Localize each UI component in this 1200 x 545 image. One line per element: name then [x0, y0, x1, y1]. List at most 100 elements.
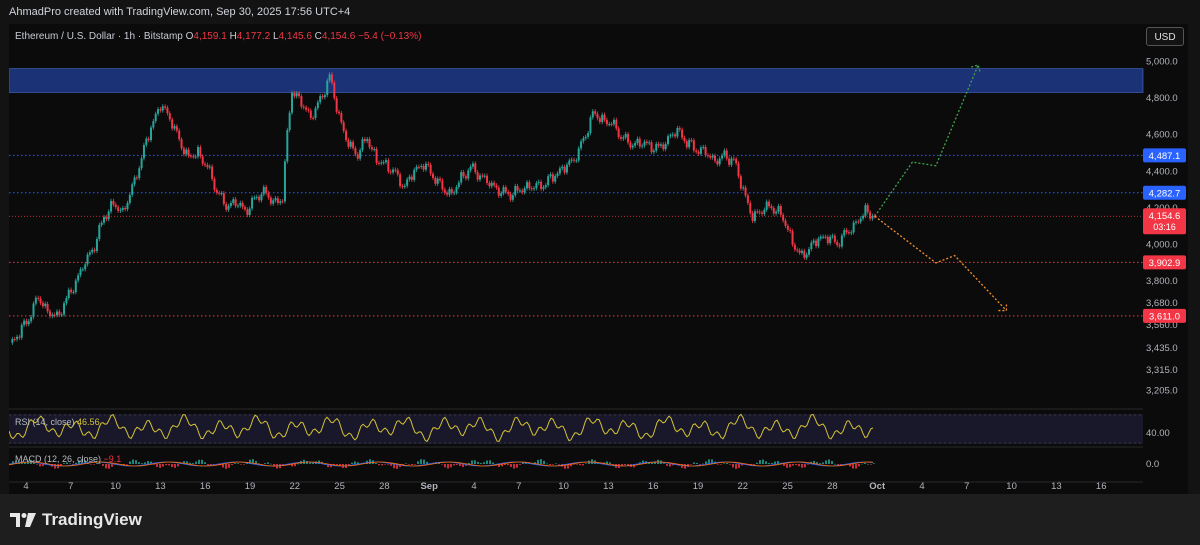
macd-histogram-bar: [225, 464, 227, 469]
bullish-projection: [874, 64, 979, 217]
candle-body: [305, 107, 308, 110]
candle-body: [81, 269, 84, 271]
candle-body: [185, 149, 188, 155]
candle-body: [406, 179, 409, 186]
candle-body: [394, 169, 397, 171]
candle-body: [197, 147, 199, 157]
candle-body: [227, 205, 230, 210]
candle-body: [234, 199, 237, 207]
macd-histogram-bar: [264, 463, 266, 464]
macd-histogram-bar: [768, 462, 770, 464]
candle-body: [330, 74, 333, 83]
candle-body: [838, 245, 841, 247]
macd-histogram-bar: [654, 461, 656, 464]
symbol-legend: Ethereum / U.S. Dollar · 1h · Bitstamp O…: [15, 31, 421, 42]
candle-body: [199, 147, 202, 157]
candle-body: [103, 216, 105, 223]
macd-histogram-bar: [468, 462, 470, 464]
price-chart[interactable]: 5,000.04,800.04,600.04,400.04,200.04,000…: [9, 24, 1188, 494]
candle-body: [568, 160, 571, 165]
macd-histogram-bar: [192, 463, 194, 464]
candle-body: [281, 201, 284, 203]
candle-body: [721, 155, 724, 159]
macd-histogram-bar: [756, 462, 758, 464]
candle-body: [824, 236, 827, 238]
macd-histogram-bar: [444, 464, 446, 468]
macd-histogram-bar: [522, 462, 524, 464]
candle-body: [201, 156, 204, 164]
candle-body: [601, 114, 604, 122]
candle-body: [309, 110, 312, 118]
macd-histogram-bar: [129, 461, 131, 464]
macd-label: MACD (12, 26, close): [15, 454, 102, 464]
candle-body: [530, 188, 533, 190]
macd-histogram-bar: [309, 462, 311, 464]
macd-histogram-bar: [711, 459, 713, 464]
candle-body: [314, 108, 317, 119]
candle-body: [392, 169, 395, 173]
candle-body: [300, 96, 303, 107]
candle-body: [39, 298, 42, 303]
candle-body: [453, 192, 456, 194]
candle-body: [556, 173, 559, 176]
chart-panel[interactable]: 5,000.04,800.04,600.04,400.04,200.04,000…: [9, 24, 1188, 494]
macd-histogram-bar: [849, 464, 851, 467]
rsi-value: 46.56: [77, 417, 100, 427]
candle-body: [175, 126, 178, 131]
candle-body: [352, 141, 355, 149]
x-tick-label: 16: [648, 481, 659, 492]
candle-body: [145, 138, 148, 145]
macd-histogram-bar: [684, 464, 686, 469]
candle-body: [70, 289, 73, 293]
macd-histogram-bar: [336, 464, 338, 465]
candle-body: [728, 158, 731, 165]
candle-body: [60, 314, 63, 316]
macd-histogram-bar: [12, 461, 14, 464]
candle-body: [471, 163, 474, 167]
candle-body: [321, 96, 324, 98]
candle-body: [124, 207, 127, 210]
candle-body: [51, 314, 54, 317]
candle-body: [737, 163, 740, 177]
level-label: 4,487.1: [1149, 151, 1181, 162]
level-label: 4,282.7: [1149, 188, 1181, 199]
macd-histogram-bar: [483, 462, 485, 464]
currency-button[interactable]: USD: [1146, 27, 1184, 46]
candle-body: [16, 336, 19, 340]
macd-histogram-bar: [585, 463, 587, 465]
candle-body: [328, 74, 331, 81]
candle-body: [27, 321, 30, 325]
candle-body: [126, 202, 129, 210]
macd-histogram-bar: [819, 463, 821, 464]
close-key: C: [314, 31, 322, 42]
candle-body: [220, 193, 223, 195]
candle-body: [225, 204, 228, 210]
macd-histogram-bar: [306, 461, 308, 464]
candle-body: [739, 176, 742, 189]
candle-body: [424, 163, 427, 170]
candle-body: [770, 206, 773, 209]
macd-histogram-bar: [537, 459, 539, 464]
candle-body: [232, 199, 235, 204]
macd-histogram-bar: [108, 464, 110, 469]
macd-histogram-bar: [405, 463, 407, 465]
candle-body: [105, 216, 108, 220]
candle-body: [382, 162, 385, 164]
candle-body: [159, 109, 162, 111]
candle-body: [342, 122, 345, 131]
candle-body: [859, 218, 862, 222]
candle-body: [121, 207, 124, 210]
candle-body: [93, 249, 96, 251]
macd-histogram-bar: [177, 464, 179, 467]
level-label-box: [1143, 185, 1186, 200]
candle-body: [213, 178, 216, 190]
macd-histogram-bar: [60, 464, 62, 466]
macd-histogram-bar: [663, 463, 665, 464]
macd-histogram-bar: [690, 464, 692, 465]
macd-histogram-bar: [489, 460, 491, 464]
candle-body: [624, 134, 627, 138]
candle-body: [744, 187, 747, 196]
candle-body: [681, 129, 684, 138]
candle-body: [56, 311, 58, 316]
macd-histogram-bar: [351, 462, 353, 464]
